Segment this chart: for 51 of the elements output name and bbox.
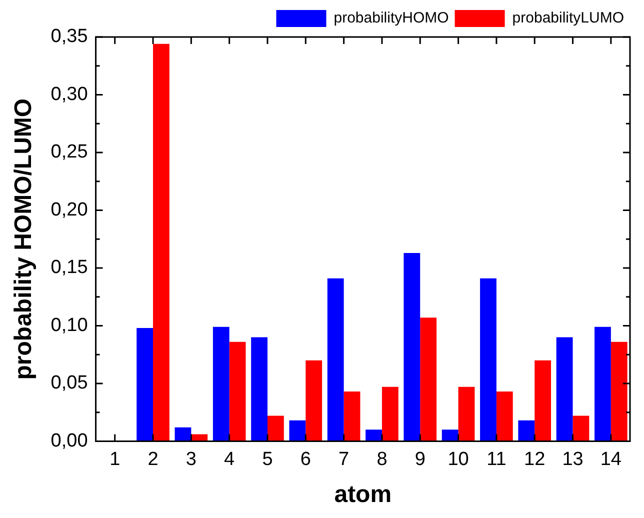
y-tick-label: 0,20 [50, 199, 88, 220]
x-axis-title: atom [334, 481, 392, 508]
x-tick-label: 1 [110, 448, 120, 470]
bar [572, 416, 590, 442]
bar [458, 386, 475, 442]
y-tick-label: 0,05 [50, 372, 88, 394]
bar [212, 326, 230, 442]
x-tick-label: 14 [600, 448, 622, 470]
y-tick-label: 0,30 [50, 84, 88, 105]
y-tick-label: 0,25 [50, 142, 88, 163]
bar [556, 337, 573, 442]
bar [496, 392, 513, 442]
legend-label: probabilityLUMO [512, 10, 624, 27]
bar [153, 44, 170, 442]
bar [480, 278, 496, 442]
x-tick-label: 8 [376, 448, 388, 470]
bar [382, 386, 398, 442]
y-tick-label: 0,35 [50, 26, 88, 48]
x-tick-label: 7 [338, 448, 350, 470]
x-tick-label: 6 [300, 448, 311, 470]
bar [366, 430, 382, 442]
bar [594, 326, 611, 442]
bar [289, 420, 306, 442]
bar [534, 360, 552, 442]
bar [442, 430, 458, 442]
bar [420, 318, 437, 442]
y-axis-title: probability HOMO/LUMO [10, 98, 38, 380]
x-tick-label: 13 [562, 448, 584, 470]
x-tick-label: 2 [148, 448, 158, 470]
bar [136, 328, 154, 442]
x-tick-label: 3 [186, 448, 196, 470]
x-tick-label: 5 [262, 448, 273, 470]
x-tick-label: 11 [486, 448, 506, 470]
legend-label: probabilityHOMO [334, 10, 449, 27]
x-tick-label: 9 [414, 448, 426, 470]
bar [404, 252, 420, 442]
y-tick-label: 0,00 [50, 430, 88, 452]
y-tick-label: 0,10 [50, 314, 88, 336]
bar [327, 278, 344, 442]
bar [610, 342, 628, 442]
bar [174, 427, 192, 442]
bar [251, 337, 268, 442]
x-tick-label: 4 [224, 448, 236, 470]
y-tick-label: 0,15 [50, 257, 88, 278]
bar [518, 420, 535, 442]
bar [306, 360, 322, 442]
bar [267, 416, 284, 442]
x-tick-label: 12 [524, 448, 546, 470]
x-tick-label: 10 [448, 448, 469, 470]
bar [344, 392, 360, 442]
bar [229, 342, 246, 442]
